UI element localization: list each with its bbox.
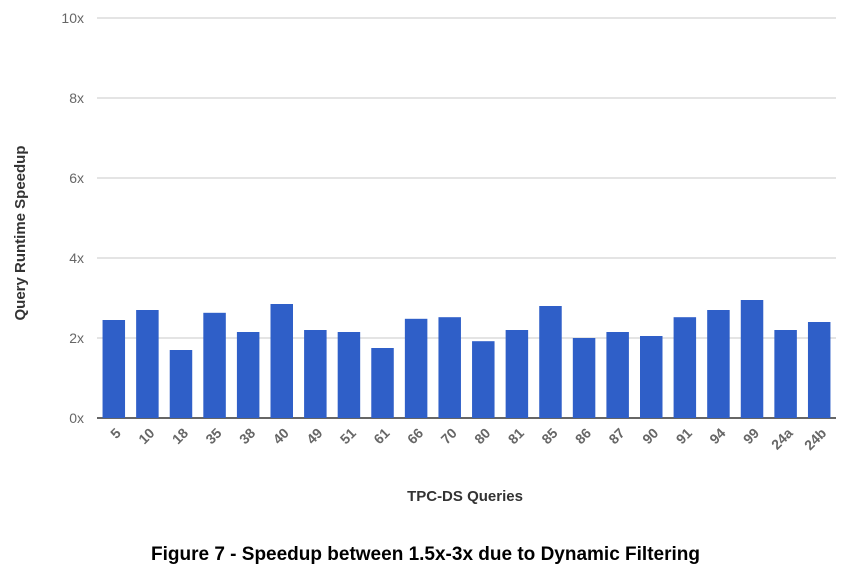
- bar-86: [572, 338, 596, 418]
- y-tick-label: 4x: [69, 250, 84, 266]
- y-tick-label: 8x: [69, 90, 84, 106]
- y-tick-label: 0x: [69, 410, 84, 426]
- y-tick-label: 6x: [69, 170, 84, 186]
- x-tick-label: 51: [337, 425, 359, 447]
- x-tick-label: 49: [303, 425, 325, 447]
- x-tick-label: 18: [169, 425, 191, 447]
- bar-chart: 0x 2x 4x 6x 8x 10x 5 10 18 35 38 40 49 51 61 66 70 80 81 8…: [12, 10, 836, 505]
- bar-24b: [807, 322, 831, 418]
- x-tick-label: 91: [673, 425, 695, 447]
- x-tick-label: 80: [471, 425, 493, 447]
- x-tick-label: 70: [437, 425, 459, 447]
- x-tick-label: 94: [706, 425, 728, 447]
- x-tick-label: 99: [740, 425, 762, 447]
- bar-5: [102, 320, 126, 418]
- bar-10: [136, 310, 159, 418]
- bar-99: [740, 300, 764, 418]
- x-axis-title: TPC-DS Queries: [407, 488, 523, 505]
- bar-85: [539, 306, 562, 418]
- bar-94: [707, 310, 730, 418]
- x-tick-label: 24b: [801, 425, 829, 453]
- y-axis-ticks: 0x 2x 4x 6x 8x 10x: [61, 10, 84, 426]
- bars: [102, 300, 831, 418]
- figure-caption: Figure 7 - Speedup between 1.5x-3x due t…: [150, 544, 700, 565]
- bar-61: [371, 348, 394, 418]
- bar-90: [640, 336, 663, 418]
- bar-49: [304, 330, 327, 418]
- bar-91: [673, 317, 697, 418]
- bar-87: [606, 332, 629, 418]
- x-tick-label: 10: [135, 425, 157, 447]
- bar-51: [337, 332, 361, 418]
- x-tick-label: 35: [202, 425, 224, 447]
- y-tick-label: 2x: [69, 330, 84, 346]
- x-tick-label: 5: [107, 425, 124, 442]
- y-tick-label: 10x: [61, 10, 84, 26]
- x-axis-ticks: 5 10 18 35 38 40 49 51 61 66 70 80 81 85 86 87 90 91 94 99 2…: [107, 425, 829, 454]
- bar-40: [270, 304, 293, 418]
- bar-81: [505, 330, 529, 418]
- x-tick-label: 66: [404, 425, 426, 447]
- x-tick-label: 86: [572, 425, 594, 447]
- bar-18: [169, 350, 193, 418]
- bar-70: [438, 317, 461, 418]
- bar-38: [236, 332, 260, 418]
- bar-66: [404, 318, 428, 418]
- x-tick-label: 61: [370, 425, 392, 447]
- bar-35: [203, 312, 226, 418]
- x-tick-label: 85: [538, 425, 560, 447]
- x-tick-label: 38: [236, 425, 258, 447]
- x-tick-label: 24a: [768, 425, 796, 453]
- y-axis-title: Query Runtime Speedup: [12, 145, 29, 320]
- x-tick-label: 90: [639, 425, 661, 447]
- bar-80: [472, 341, 495, 418]
- bar-24a: [774, 330, 797, 418]
- x-tick-label: 40: [270, 425, 292, 447]
- x-tick-label: 87: [605, 425, 627, 447]
- x-tick-label: 81: [505, 425, 527, 447]
